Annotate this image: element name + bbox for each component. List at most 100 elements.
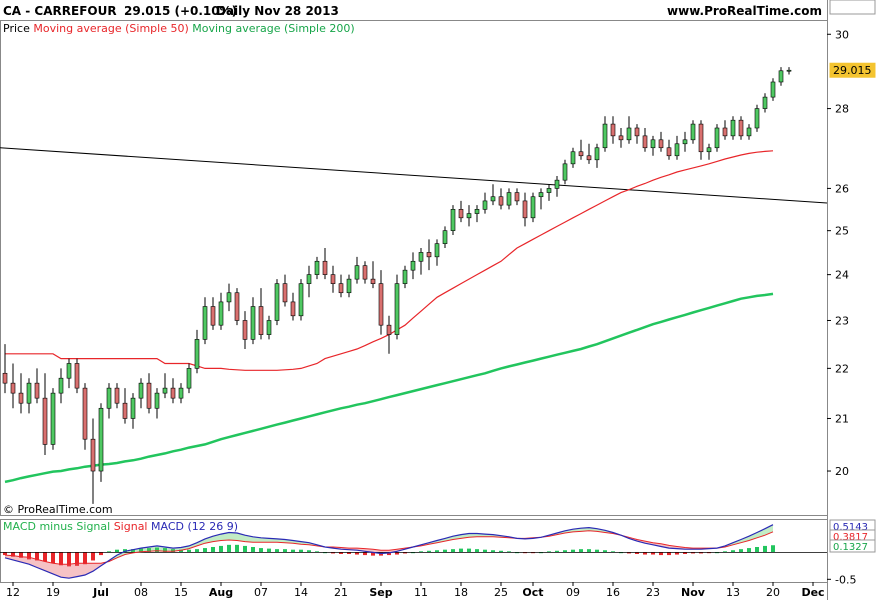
candle-body [50, 392, 56, 445]
candle-body [674, 143, 680, 157]
macd-hist-bar [515, 552, 519, 554]
macd-hist-bar [299, 549, 303, 553]
candle-body [58, 377, 64, 394]
x-tick-label: Jul [92, 586, 109, 599]
macd-hist-bar [747, 548, 751, 553]
x-tick-label: 13 [726, 586, 740, 599]
candle-body [362, 265, 368, 280]
macd-hist-bar [291, 549, 295, 553]
candle-body [602, 123, 608, 149]
candle-body [66, 363, 72, 379]
last-price-badge: 29.015 [833, 64, 872, 77]
macd-hist-bar [675, 552, 679, 555]
candle-body [770, 81, 776, 98]
candle-body [426, 252, 432, 258]
x-tick-label: 08 [134, 586, 148, 599]
macd-hist-bar [419, 551, 423, 553]
candle-body [138, 382, 144, 399]
macd-hist-bar [387, 552, 391, 556]
candle-body [82, 387, 88, 440]
macd-hist-bar [147, 548, 151, 553]
site-url[interactable]: www.ProRealTime.com [667, 4, 822, 18]
x-tick-label: Aug [209, 586, 233, 599]
macd-hist-bar [307, 550, 311, 553]
candle-body [626, 127, 632, 141]
candle-body [466, 213, 472, 219]
period-date: Daily Nov 28 2013 [216, 4, 339, 18]
macd-hist-bar [539, 552, 543, 554]
macd-hist-bar [579, 549, 583, 553]
candle-body [418, 252, 424, 262]
macd-hist-bar [555, 550, 559, 553]
candle-body [450, 209, 456, 231]
candle-body [386, 324, 392, 335]
macd-hist-bar [195, 549, 199, 553]
macd-hist-bar [99, 552, 103, 556]
macd-hist-bar [339, 552, 343, 554]
candle-body [586, 155, 592, 161]
candle-body [98, 407, 104, 472]
macd-hist-bar [75, 552, 79, 566]
macd-cloud [221, 532, 229, 541]
macd-hist-bar [275, 549, 279, 553]
macd-hist-bar [715, 552, 719, 554]
macd-cloud [61, 564, 69, 579]
candle-body [722, 127, 728, 137]
candle-body [762, 96, 768, 109]
candle-body [562, 163, 568, 181]
candle-body [546, 188, 552, 193]
macd-hist-bar [259, 548, 263, 553]
price-tick-label: 28 [835, 103, 849, 116]
macd-hist-bar [443, 549, 447, 553]
trend-line [0, 147, 828, 204]
macd-hist-bar [59, 552, 63, 566]
macd-hist-bar [603, 550, 607, 553]
candle-body [658, 139, 664, 149]
macd-hist-bar [171, 549, 175, 553]
candle-body [458, 209, 464, 219]
candle-body [170, 387, 176, 399]
macd-hist-bar [163, 548, 167, 553]
candle-body [130, 397, 136, 419]
copyright: © ProRealTime.com [3, 503, 113, 516]
ma200-badge: 23.574 [833, 0, 872, 3]
candle-body [522, 200, 528, 219]
macd-hist-bar [363, 552, 367, 556]
macd-hist-bar [707, 552, 711, 554]
macd-hist-bar [355, 552, 359, 555]
candle-body [506, 192, 512, 206]
macd-hist-bar [411, 552, 415, 554]
macd-hist-bar [739, 549, 743, 553]
x-tick-label: 19 [46, 586, 60, 599]
candle-body [210, 306, 216, 326]
last-price-badge-box [829, 62, 876, 78]
macd-hist-bar [619, 552, 623, 554]
signal-badge: 0.3817 [833, 532, 868, 543]
price-tick-label: 22 [835, 362, 849, 375]
macd-tick-label: -0.5 [835, 573, 856, 586]
candle-body [442, 230, 448, 244]
candle-body [746, 127, 752, 137]
macd-cloud [189, 542, 197, 549]
candle-body [298, 283, 304, 317]
candle-body [346, 278, 352, 294]
x-tick-label: 18 [454, 586, 468, 599]
macd-cloud [469, 533, 477, 538]
macd-hist-bar [267, 548, 271, 553]
macd-hist-bar [427, 550, 431, 553]
macd-hist-bar [115, 549, 119, 553]
ma200-line [4, 292, 774, 484]
candle-body [698, 123, 704, 153]
macd-hist-bar [643, 552, 647, 555]
macd-cloud [229, 532, 237, 541]
candle-body [402, 269, 408, 284]
candle-body [34, 382, 40, 399]
candle-body [538, 192, 544, 198]
macd-legend: MACD minus Signal Signal MACD (12 26 9) [3, 520, 238, 534]
x-tick-label: 14 [294, 586, 308, 599]
macd-hist-bar [491, 550, 495, 553]
macd-cloud [261, 537, 269, 543]
macd-hist-bar [563, 550, 567, 553]
macd-hist-bar [67, 552, 71, 567]
candle-body [42, 397, 48, 445]
